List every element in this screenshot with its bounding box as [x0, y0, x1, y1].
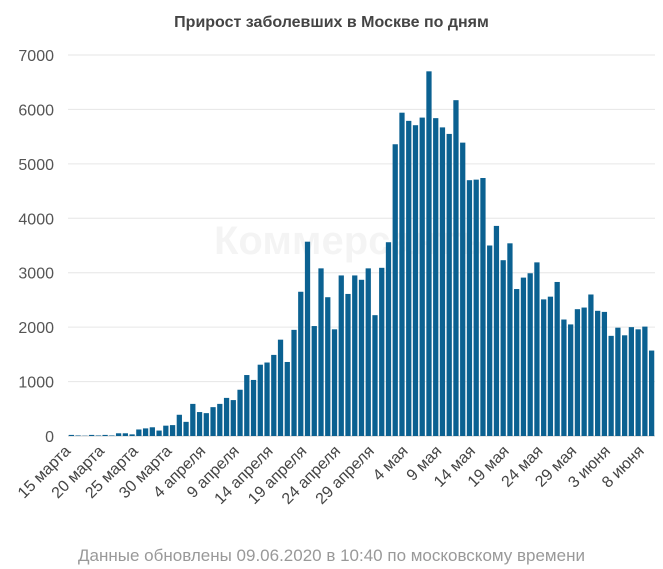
- bar: [129, 434, 135, 436]
- bar: [642, 326, 648, 436]
- bar: [581, 307, 587, 436]
- bar: [419, 117, 425, 436]
- y-tick-label: 3000: [18, 266, 54, 283]
- bar: [230, 400, 236, 436]
- bar: [284, 361, 290, 436]
- bar: [210, 407, 216, 436]
- bar: [325, 297, 331, 436]
- bar: [500, 260, 506, 436]
- bar: [622, 335, 628, 436]
- bar: [635, 329, 641, 436]
- bar: [298, 291, 304, 436]
- bar: [102, 434, 108, 436]
- bar: [588, 294, 594, 436]
- bar: [176, 414, 182, 436]
- bar: [217, 403, 223, 436]
- bar: [257, 364, 263, 436]
- y-tick-label: 7000: [18, 48, 54, 65]
- bar: [433, 118, 439, 436]
- bar: [372, 315, 378, 436]
- bar: [109, 435, 115, 436]
- bar: [595, 310, 601, 436]
- bar: [156, 430, 162, 436]
- bar: [392, 144, 398, 436]
- bar: [514, 289, 520, 436]
- bar: [163, 425, 169, 436]
- bar: [473, 179, 479, 436]
- bar: [487, 245, 493, 436]
- bar: [460, 142, 466, 436]
- y-tick-label: 1000: [18, 375, 54, 392]
- bar: [115, 433, 122, 436]
- y-tick-label: 4000: [18, 211, 54, 228]
- bar: [75, 435, 81, 436]
- y-tick-label: 6000: [18, 102, 54, 119]
- bar: [601, 311, 608, 436]
- bar: [95, 435, 101, 436]
- bar: [406, 120, 412, 437]
- bar: [68, 434, 74, 436]
- x-tick-label: 4 мая: [370, 443, 412, 485]
- bar: [568, 324, 574, 436]
- bar: [365, 268, 371, 436]
- bar: [291, 329, 297, 436]
- bar: [88, 434, 95, 436]
- bar: [203, 413, 209, 436]
- bar: [426, 71, 432, 436]
- bar: [493, 225, 500, 436]
- y-tick-label: 2000: [18, 320, 54, 337]
- bar: [338, 275, 344, 436]
- bar: [190, 403, 196, 436]
- update-note: Данные обновлены 09.06.2020 в 10:40 по м…: [78, 546, 585, 565]
- bar: [318, 268, 324, 436]
- bar: [561, 319, 567, 436]
- bar: [628, 327, 635, 436]
- bar: [385, 242, 392, 436]
- bar: [244, 375, 250, 436]
- bar: [547, 296, 554, 436]
- bar: [554, 281, 560, 436]
- bar: [446, 133, 452, 437]
- bar: [534, 262, 540, 436]
- bar: [615, 327, 621, 436]
- bar: [358, 279, 365, 436]
- bar: [264, 362, 270, 436]
- bar: [271, 354, 277, 436]
- bar: [122, 433, 128, 436]
- bar: [466, 180, 473, 436]
- bar: [183, 421, 189, 436]
- bar: [480, 178, 486, 436]
- bar: [412, 125, 419, 437]
- bar: [277, 339, 284, 436]
- bar: [311, 326, 317, 436]
- bar: [649, 350, 655, 436]
- bar: [223, 397, 230, 436]
- bar: [196, 412, 203, 436]
- bar: [345, 293, 351, 436]
- bar: [237, 389, 243, 436]
- bar: [250, 379, 257, 436]
- bar: [331, 329, 338, 436]
- bar: [541, 299, 547, 436]
- bar: [352, 275, 358, 436]
- bar: [527, 273, 533, 436]
- bar: [439, 127, 446, 436]
- bar: [142, 428, 149, 436]
- bar: [149, 427, 155, 436]
- bar: [520, 277, 527, 436]
- bar: [169, 425, 176, 436]
- chart-title: Прирост заболевших в Москве по дням: [174, 14, 489, 31]
- bar: [608, 335, 614, 436]
- bar: [399, 112, 405, 436]
- bar: [453, 100, 459, 437]
- bar: [379, 267, 385, 436]
- bar: [507, 243, 513, 436]
- y-tick-label: 5000: [18, 157, 54, 174]
- bar: [136, 429, 142, 436]
- bar: [304, 241, 311, 436]
- bar: [574, 309, 581, 436]
- y-tick-label: 0: [45, 429, 54, 446]
